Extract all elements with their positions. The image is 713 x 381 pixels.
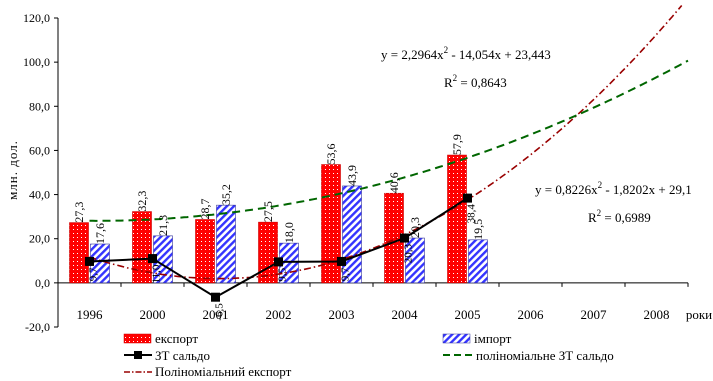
y-axis-title: млн. дол.	[5, 140, 20, 200]
saldo-r2: R2 = 0,6989	[588, 208, 651, 225]
saldo-marker	[337, 256, 346, 266]
data-label-export: 28,7	[198, 199, 212, 220]
y-tick-label: 100,0	[23, 55, 50, 69]
trend-lines	[89, 4, 689, 280]
data-labels: 27,3 32,3 28,7 27,5 53,6 40,6 57,9 17,6 21,3 35,2…	[72, 134, 485, 321]
data-label-export: 32,3	[135, 191, 149, 212]
data-label-saldo: 9,7	[88, 267, 100, 281]
y-tick-label: 120,0	[23, 11, 50, 25]
y-tick-label: 20,0	[29, 232, 50, 246]
legend-label-export: експорт	[155, 331, 198, 346]
data-label-saldo: 11,0	[151, 264, 163, 283]
legend-label-saldo: ЗТ сальдо	[155, 348, 210, 363]
data-label-import: 35,2	[219, 184, 233, 205]
trend-export	[89, 4, 683, 280]
x-tick-label: 2003	[329, 307, 355, 322]
data-label-export: 27,3	[72, 202, 86, 223]
x-tick-label: 2001	[203, 307, 229, 322]
data-label-import: 17,6	[93, 223, 107, 244]
svg-text:y = 0,8226x2 - 1,8202x + 29,1: y = 0,8226x2 - 1,8202x + 29,1	[535, 180, 692, 197]
y-tick-label: 40,0	[29, 188, 50, 202]
data-label-export: 40,6	[387, 172, 401, 193]
bar-import	[468, 239, 488, 284]
data-label-saldo: 9,5	[277, 267, 289, 281]
y-tick-label: 80,0	[29, 99, 50, 113]
saldo-marker	[463, 193, 472, 203]
bar-export	[195, 219, 215, 284]
legend-label-import: імпорт	[474, 331, 512, 346]
data-label-saldo: -6,5	[214, 303, 226, 321]
data-label-export: 53,6	[324, 144, 338, 165]
svg-text:R2 = 0,6989: R2 = 0,6989	[588, 208, 651, 225]
data-label-export: 27,5	[261, 201, 275, 222]
y-tick-label: -20,0	[25, 320, 50, 334]
bar-import	[216, 204, 236, 284]
saldo-marker	[211, 292, 220, 302]
x-tick-label: 2006	[518, 307, 545, 322]
legend-swatch-import	[442, 333, 471, 344]
export-equation: y = 2,2964x2 - 14,054x + 23,443	[381, 45, 551, 62]
data-label-import: 21,3	[156, 215, 170, 236]
axes: 120,0 100,0 80,0 60,0 40,0 20,0 0,0 -20,0 1996 20…	[23, 11, 712, 334]
data-label-import: 20,3	[408, 217, 422, 238]
data-label-saldo: 20,3	[403, 244, 415, 264]
bar-import	[405, 237, 425, 284]
data-label-import: 43,9	[345, 165, 359, 186]
saldo-marker	[85, 256, 94, 266]
legend-marker-saldo	[134, 351, 142, 359]
data-label-import: 18,0	[282, 222, 296, 243]
x-tick-label: 2005	[455, 307, 481, 322]
data-label-export: 57,9	[450, 134, 464, 155]
data-label-saldo: 9,7	[340, 267, 352, 281]
saldo-equation: y = 0,8226x2 - 1,8202x + 29,1	[535, 180, 692, 197]
y-tick-label: 60,0	[29, 143, 50, 157]
export-r2: R2 = 0,8643	[444, 73, 507, 90]
legend-item-export-trend: Поліноміальний експорт	[124, 364, 292, 379]
svg-text:R2 = 0,8643: R2 = 0,8643	[444, 73, 507, 90]
bar-export	[447, 154, 467, 284]
x-tick-label: 2007	[581, 307, 608, 322]
x-axis-title: роки	[686, 307, 712, 322]
legend-item-saldo-trend: поліноміальне ЗТ сальдо	[443, 348, 614, 363]
svg-text:y = 2,2964x2 - 14,054x + 23,44: y = 2,2964x2 - 14,054x + 23,443	[381, 45, 551, 62]
legend-item-export: експорт	[123, 331, 198, 346]
x-tick-label: 2004	[392, 307, 419, 322]
saldo-marker	[274, 257, 283, 267]
bar-export	[258, 221, 278, 284]
x-tick-label: 2002	[266, 307, 292, 322]
legend-label-export-trend: Поліноміальний експорт	[155, 364, 292, 379]
x-tick-label: 1996	[77, 307, 104, 322]
data-label-import: 19,5	[471, 219, 485, 240]
saldo-line	[85, 193, 472, 302]
x-tick-label: 2000	[140, 307, 166, 322]
legend-item-import: імпорт	[442, 331, 512, 346]
saldo-marker	[148, 254, 157, 264]
bar-export	[69, 222, 89, 284]
saldo-marker	[400, 233, 409, 243]
trend-saldo	[89, 59, 689, 222]
x-tick-label: 2008	[644, 307, 670, 322]
legend: експорт імпорт ЗТ сальдо поліноміальне З…	[123, 331, 614, 379]
legend-item-saldo: ЗТ сальдо	[124, 348, 210, 363]
legend-label-saldo-trend: поліноміальне ЗТ сальдо	[476, 348, 614, 363]
legend-swatch-export	[123, 333, 152, 344]
y-tick-label: 0,0	[35, 276, 50, 290]
bars	[69, 154, 488, 284]
data-label-saldo: 38,4	[466, 204, 478, 224]
bar-export	[132, 211, 152, 284]
